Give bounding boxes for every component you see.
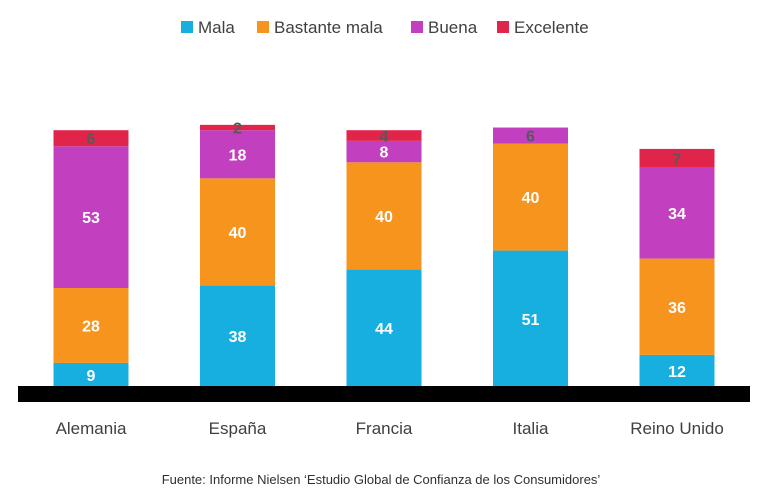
value-label: 51 [522, 312, 540, 329]
value-labels: 9 28 53 6 38 40 18 2 44 40 84 51 40 6 12 36 34 7 [82, 121, 686, 385]
value-label: 28 [82, 318, 100, 335]
legend-swatch-3 [411, 21, 423, 33]
bar-reino-unido-3 [639, 167, 715, 259]
value-label: 6 [87, 131, 96, 148]
value-label: 38 [229, 329, 247, 346]
value-label: 40 [522, 190, 540, 207]
axis-baseline [18, 386, 750, 402]
source-note: Fuente: Informe Nielsen ‘Estudio Global … [161, 472, 601, 487]
category-label: España [209, 419, 267, 438]
legend-swatch-2 [257, 21, 269, 33]
bar-españa-4 [200, 124, 275, 131]
value-label: 34 [668, 206, 686, 223]
bar-españa-3 [200, 130, 275, 179]
bar-alemania-4 [53, 130, 129, 147]
legend: Mala Bastante mala Buena Excelente [181, 18, 589, 37]
value-label: 8 [380, 145, 389, 162]
category-label: Francia [356, 419, 413, 438]
bar-francia-1 [346, 269, 422, 387]
bar-francia-4 [346, 130, 422, 141]
legend-label-3: Buena [428, 18, 478, 37]
legend-swatch-4 [497, 21, 509, 33]
value-label: 12 [668, 364, 686, 381]
legend-label-2: Bastante mala [274, 18, 383, 37]
value-label: 9 [87, 368, 96, 385]
bar-españa-1 [200, 285, 275, 387]
bar-alemania-2 [53, 288, 129, 363]
bar-reino-unido-4 [639, 148, 715, 168]
value-label: 6 [526, 129, 535, 146]
bar-italia-1 [493, 250, 568, 387]
value-label: 44 [375, 321, 393, 338]
category-label: Reino Unido [630, 419, 724, 438]
bar-francia-3 [346, 140, 422, 163]
category-label: Italia [513, 419, 549, 438]
legend-swatch-1 [181, 21, 193, 33]
bar-españa-2 [200, 178, 275, 286]
value-label: 18 [229, 147, 247, 164]
value-label: 40 [229, 225, 247, 242]
bar-reino-unido-2 [639, 258, 715, 355]
bar-alemania-1 [53, 362, 129, 387]
value-label: 53 [82, 210, 100, 227]
value-label: 4 [380, 129, 389, 146]
plot-area [53, 124, 715, 387]
value-label: 36 [668, 300, 686, 317]
bar-italia-3 [493, 127, 568, 144]
legend-label-1: Mala [198, 18, 235, 37]
bar-italia-2 [493, 143, 568, 251]
value-label: 2 [233, 121, 242, 138]
bar-reino-unido-1 [639, 354, 715, 387]
bar-alemania-3 [53, 146, 129, 289]
value-label: 40 [375, 209, 393, 226]
category-axis: Alemania España Francia Italia Reino Unido [56, 419, 724, 438]
bar-francia-2 [346, 162, 422, 270]
legend-label-4: Excelente [514, 18, 589, 37]
value-label: 7 [673, 151, 682, 168]
category-label: Alemania [56, 419, 127, 438]
